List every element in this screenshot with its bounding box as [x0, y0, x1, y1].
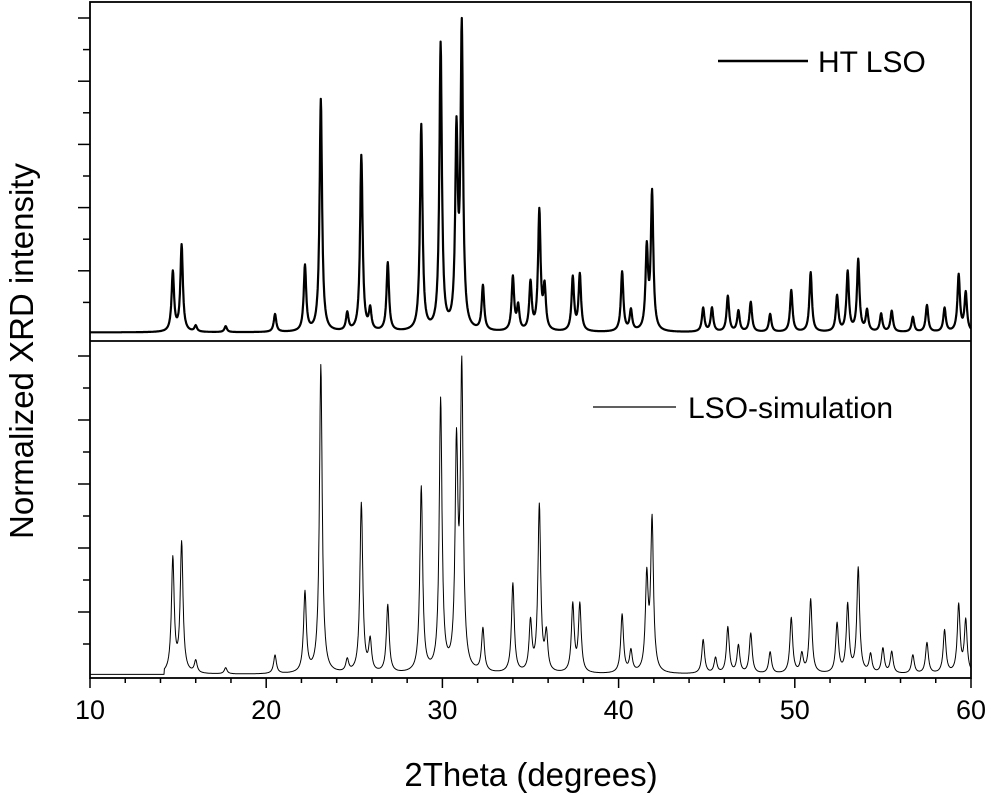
- plot-frame: [89, 1, 972, 679]
- x-tick-label: 10: [75, 695, 105, 725]
- y-axis-label: Normalized XRD intensity: [3, 163, 40, 539]
- x-tick-label: 50: [780, 695, 810, 725]
- x-axis-label: 2Theta (degrees): [404, 756, 657, 793]
- x-tick-label: 30: [427, 695, 457, 725]
- series-layer: [89, 16, 972, 675]
- series-line-ht-lso: [89, 16, 972, 334]
- legend-label: HT LSO: [818, 46, 926, 79]
- series-line-lso-simulation: [89, 355, 972, 675]
- x-tick-label: 20: [251, 695, 281, 725]
- axes-layer: 10 20 30 40 50 60: [75, 1, 986, 725]
- legend-layer: HT LSO LSO-simulation: [593, 46, 926, 425]
- legend-label: LSO-simulation: [688, 392, 893, 425]
- x-tick-label: 60: [956, 695, 986, 725]
- x-tick-label: 40: [604, 695, 634, 725]
